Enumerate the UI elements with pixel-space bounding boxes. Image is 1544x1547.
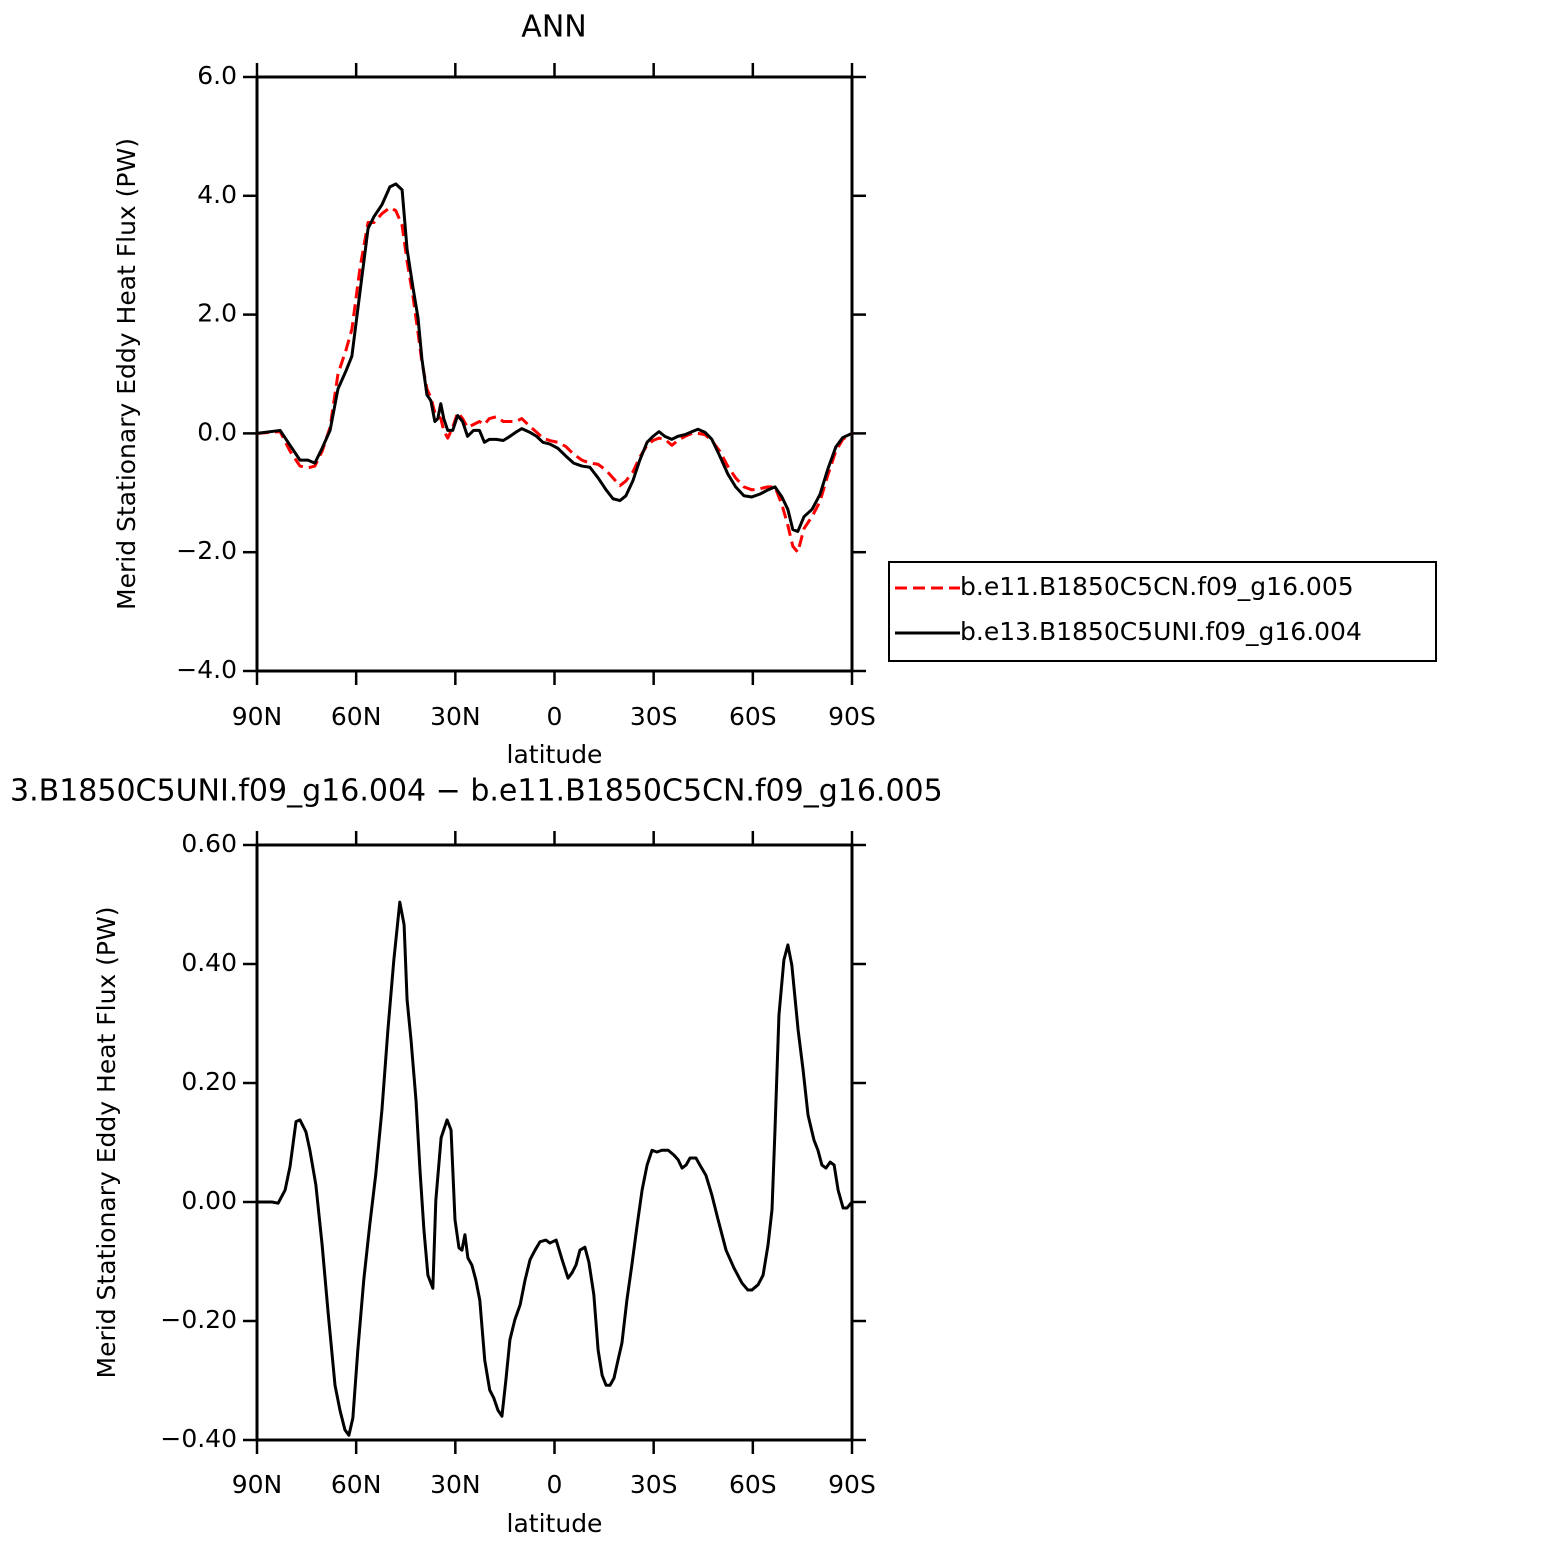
- x-tick-label: 30S: [630, 1470, 678, 1499]
- x-tick-label: 30S: [630, 702, 678, 731]
- y-tick-label: −2.0: [176, 536, 237, 565]
- x-tick-label: 90N: [232, 1470, 283, 1499]
- legend-label: b.e13.B1850C5UNI.f09_g16.004: [960, 617, 1362, 646]
- plot-frame: [255, 843, 854, 1442]
- x-axis-label: latitude: [507, 740, 603, 769]
- x-tick-label: 60N: [331, 702, 382, 731]
- series-line: [256, 182, 853, 533]
- series-line: [257, 900, 854, 1437]
- chart-title: ANN: [521, 10, 586, 45]
- y-axis-label: Merid Stationary Eddy Heat Flux (PW): [92, 907, 121, 1379]
- series-line: [256, 206, 853, 554]
- legend-label: b.e11.B1850C5CN.f09_g16.005: [960, 572, 1354, 601]
- x-tick-label: 30N: [430, 702, 481, 731]
- y-tick-label: 0.40: [181, 948, 237, 977]
- y-tick-label: −0.40: [160, 1424, 237, 1453]
- y-tick-label: 2.0: [197, 299, 237, 328]
- y-tick-label: 0.0: [197, 417, 237, 446]
- x-tick-label: 90S: [828, 702, 876, 731]
- y-tick-label: −4.0: [176, 655, 237, 684]
- y-tick-label: 0.20: [181, 1067, 237, 1096]
- x-axis-label: latitude: [507, 1509, 603, 1538]
- y-tick-label: 0.00: [181, 1186, 237, 1215]
- y-tick-label: 4.0: [197, 180, 237, 209]
- y-tick-label: 6.0: [197, 61, 237, 90]
- y-tick-label: 0.60: [181, 829, 237, 858]
- x-tick-label: 60S: [729, 702, 777, 731]
- y-tick-label: −0.20: [160, 1305, 237, 1334]
- x-tick-label: 0: [547, 702, 563, 731]
- x-tick-label: 0: [547, 1470, 563, 1499]
- chart-title: 3.B1850C5UNI.f09_g16.004 − b.e11.B1850C5…: [10, 774, 943, 809]
- x-tick-label: 90N: [232, 702, 283, 731]
- x-tick-label: 90S: [828, 1470, 876, 1499]
- x-tick-label: 30N: [430, 1470, 481, 1499]
- x-tick-label: 60S: [729, 1470, 777, 1499]
- x-tick-label: 60N: [331, 1470, 382, 1499]
- legend-box: [888, 561, 1437, 662]
- plot-frame: [255, 75, 854, 673]
- y-axis-label: Merid Stationary Eddy Heat Flux (PW): [112, 138, 141, 610]
